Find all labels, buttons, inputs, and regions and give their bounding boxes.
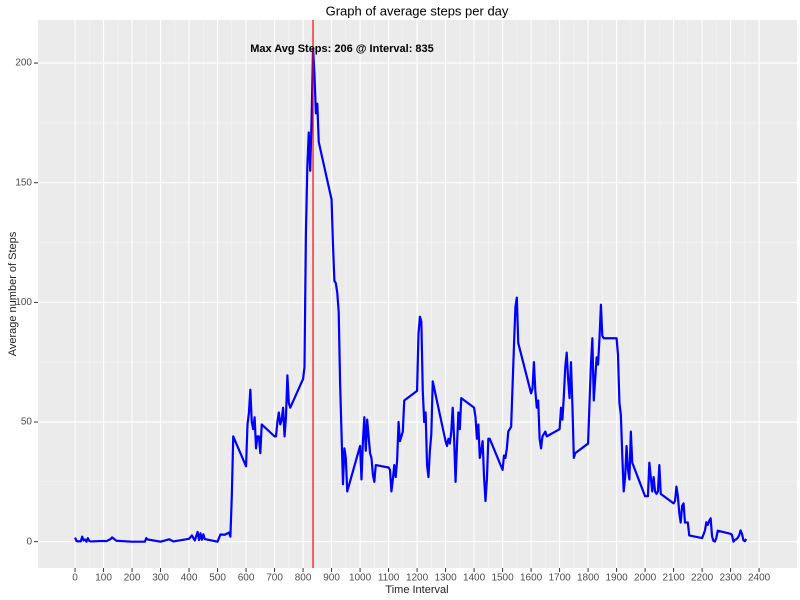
x-tick-label: 700 [266, 573, 283, 584]
x-tick-label: 500 [209, 573, 226, 584]
marks [74, 20, 748, 568]
x-tick-label: 1300 [434, 573, 457, 584]
x-tick-label: 2300 [719, 573, 742, 584]
x-tick-label: 1700 [548, 573, 571, 584]
data-line [74, 47, 748, 543]
x-tick-label: 2400 [748, 573, 771, 584]
grid [38, 20, 797, 568]
x-tick-label: 2100 [662, 573, 685, 584]
x-tick-label: 1100 [378, 573, 400, 584]
x-tick-label: 1500 [491, 573, 514, 584]
x-tick-label: 2200 [691, 573, 714, 584]
y-axis-label: Average number of Steps [7, 231, 19, 356]
y-tick-label: 200 [15, 58, 32, 69]
x-tick-label: 1900 [605, 573, 628, 584]
x-tick-label: 1200 [406, 573, 429, 584]
x-tick-label: 300 [152, 573, 169, 584]
x-tick-label: 1600 [520, 573, 543, 584]
y-tick-label: 150 [15, 177, 32, 188]
y-tick-label: 100 [15, 297, 32, 308]
x-tick-label: 0 [72, 573, 78, 584]
x-tick-label: 600 [238, 573, 255, 584]
x-tick-label: 800 [295, 573, 312, 584]
x-tick-label: 100 [95, 573, 112, 584]
x-tick-label: 1400 [463, 573, 486, 584]
x-tick-label: 900 [323, 573, 340, 584]
chart-title: Graph of average steps per day [326, 3, 509, 18]
y-tick-label: 0 [26, 536, 32, 547]
x-tick-label: 2000 [634, 573, 657, 584]
x-tick-label: 1800 [577, 573, 600, 584]
x-tick-label: 400 [181, 573, 198, 584]
x-axis-label: Time Interval [385, 584, 448, 596]
annotation: Max Avg Steps: 206 @ Interval: 835 [250, 43, 434, 55]
y-tick-label: 50 [21, 417, 33, 428]
x-tick-label: 1000 [349, 573, 372, 584]
x-tick-label: 200 [124, 573, 141, 584]
